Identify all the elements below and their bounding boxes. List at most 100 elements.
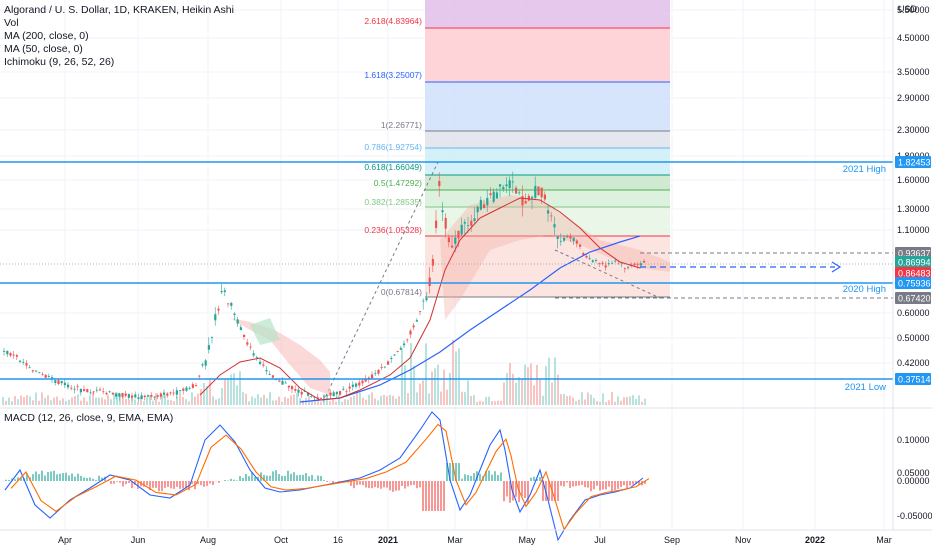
macd-histogram-bar bbox=[380, 481, 382, 489]
cloud-bearish bbox=[230, 318, 330, 395]
volume-bar bbox=[500, 400, 502, 405]
volume-bar bbox=[638, 395, 640, 405]
legend-ma50[interactable]: MA (50, close, 0) bbox=[4, 43, 83, 55]
price-tick-label: 3.50000 bbox=[897, 67, 930, 77]
macd-histogram-bar bbox=[410, 481, 412, 486]
volume-bar bbox=[146, 397, 148, 405]
macd-histogram-bar bbox=[287, 470, 289, 481]
candle-body bbox=[143, 395, 146, 398]
indicator-legend: Algorand / U. S. Dollar, 1D, KRAKEN, Hei… bbox=[4, 4, 234, 69]
candle-body bbox=[572, 237, 575, 242]
volume-bar bbox=[545, 366, 547, 405]
volume-bar bbox=[269, 392, 271, 405]
macd-legend[interactable]: MACD (12, 26, close, 9, EMA, EMA) bbox=[4, 412, 174, 424]
symbol-title[interactable]: Algorand / U. S. Dollar, 1D, KRAKEN, Hei… bbox=[4, 4, 234, 16]
macd-histogram-bar bbox=[587, 481, 589, 488]
macd-histogram-bar bbox=[314, 479, 316, 481]
volume-bar bbox=[278, 396, 280, 405]
volume-bar bbox=[245, 393, 247, 405]
macd-histogram-bar bbox=[608, 481, 610, 487]
candle-body bbox=[559, 240, 562, 242]
macd-histogram-bar bbox=[488, 470, 490, 481]
volume-bar bbox=[227, 378, 229, 405]
time-tick-label: Jul bbox=[594, 535, 606, 545]
macd-histogram-bar bbox=[458, 463, 460, 481]
volume-bar bbox=[239, 371, 241, 405]
candle-body bbox=[527, 195, 530, 201]
macd-histogram-bar bbox=[638, 481, 640, 485]
fib-zone bbox=[425, 0, 670, 28]
fib-label: 1(2.26771) bbox=[381, 120, 422, 130]
candle-body bbox=[105, 392, 108, 395]
macd-histogram-bar bbox=[14, 479, 16, 481]
macd-histogram-bar bbox=[527, 481, 529, 504]
volume-bar bbox=[134, 399, 136, 405]
candle-body bbox=[118, 393, 121, 397]
volume-bar bbox=[578, 399, 580, 405]
macd-histogram-bar bbox=[332, 481, 334, 485]
volume-bar bbox=[332, 399, 334, 405]
volume-bar bbox=[35, 392, 37, 405]
volume-bar bbox=[161, 394, 163, 405]
macd-histogram-bar bbox=[623, 481, 625, 486]
candle-body bbox=[19, 360, 22, 362]
volume-bar bbox=[185, 399, 187, 405]
volume-bar bbox=[281, 401, 283, 405]
volume-bar bbox=[92, 392, 94, 405]
volume-bar bbox=[482, 401, 484, 405]
macd-histogram-bar bbox=[116, 481, 118, 482]
legend-vol[interactable]: Vol bbox=[4, 17, 19, 29]
macd-histogram-bar bbox=[383, 481, 385, 488]
candle-body bbox=[201, 364, 204, 366]
candle-body bbox=[95, 389, 98, 391]
candle-body bbox=[396, 351, 399, 352]
candle-body bbox=[124, 393, 127, 396]
legend-ma200[interactable]: MA (200, close, 0) bbox=[4, 30, 89, 42]
macd-histogram-bar bbox=[455, 463, 457, 481]
price-tick-label: 0.60000 bbox=[897, 308, 930, 318]
candle-body bbox=[291, 386, 294, 390]
macd-histogram-bar bbox=[308, 476, 310, 481]
candle-body bbox=[25, 363, 28, 366]
candle-body bbox=[444, 217, 447, 229]
candle-body bbox=[217, 308, 220, 311]
volume-bar bbox=[110, 399, 112, 405]
candle-body bbox=[300, 391, 303, 395]
volume-bar bbox=[122, 396, 124, 405]
candle-body bbox=[575, 240, 578, 244]
volume-bar bbox=[560, 394, 562, 405]
volume-bar bbox=[536, 364, 538, 405]
candle-body bbox=[598, 263, 601, 265]
candle-body bbox=[387, 361, 390, 365]
candle-body bbox=[44, 374, 47, 378]
macd-histogram-bar bbox=[56, 474, 58, 481]
volume-bar bbox=[449, 372, 451, 405]
candle-body bbox=[355, 383, 358, 387]
macd-histogram-bar bbox=[47, 472, 49, 481]
volume-bar bbox=[497, 400, 499, 405]
macd-histogram-bar bbox=[191, 481, 193, 484]
legend-ichimoku[interactable]: Ichimoku (9, 26, 52, 26) bbox=[4, 56, 115, 68]
candle-body bbox=[204, 360, 207, 366]
candle-body bbox=[489, 193, 492, 196]
candle-body bbox=[639, 263, 642, 266]
fib-label: 0.618(1.66049) bbox=[364, 162, 422, 172]
price-tick-label: 1.10000 bbox=[897, 225, 930, 235]
macd-histogram-bar bbox=[365, 481, 367, 488]
macd-histogram-bar bbox=[17, 477, 19, 481]
candle-body bbox=[601, 262, 604, 264]
macd-histogram-bar bbox=[167, 481, 169, 487]
volume-bar bbox=[614, 401, 616, 405]
volume-bar bbox=[335, 401, 337, 405]
macd-histogram-bar bbox=[44, 475, 46, 481]
volume-bar bbox=[242, 392, 244, 405]
candle-body bbox=[403, 343, 406, 346]
candle-body bbox=[515, 187, 518, 194]
volume-bar bbox=[119, 394, 121, 405]
candle-body bbox=[31, 370, 34, 372]
macd-histogram-bar bbox=[158, 481, 160, 492]
macd-histogram-bar bbox=[32, 474, 34, 481]
candle-body bbox=[131, 395, 134, 398]
